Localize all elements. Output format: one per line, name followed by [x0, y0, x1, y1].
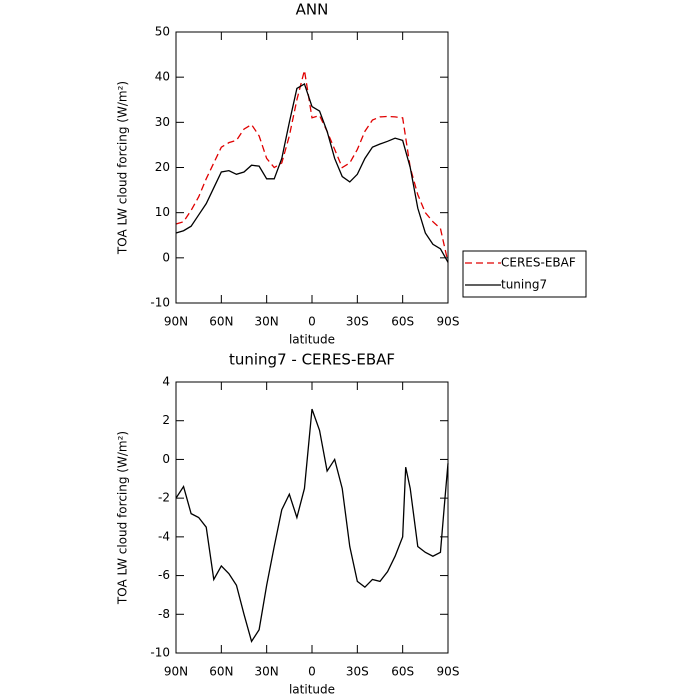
- x-tick-label: 30N: [255, 315, 279, 329]
- y-tick-label: -10: [150, 296, 170, 310]
- x-tick-label: 60N: [209, 665, 233, 679]
- y-tick-label: 4: [162, 375, 170, 389]
- chart-title: ANN: [296, 1, 329, 19]
- y-axis-label: TOA LW cloud forcing (W/m²): [116, 81, 130, 255]
- y-tick-label: 50: [155, 25, 170, 39]
- x-tick-label: 30S: [346, 665, 369, 679]
- y-tick-label: 40: [155, 70, 170, 84]
- y-axis-label: TOA LW cloud forcing (W/m²): [116, 431, 130, 605]
- series-line: [175, 82, 449, 263]
- y-tick-label: 20: [155, 160, 170, 174]
- y-tick-label: -6: [158, 568, 170, 582]
- x-tick-label: 60N: [209, 315, 233, 329]
- y-tick-label: -10: [150, 646, 170, 660]
- plot-frame: [175, 31, 449, 304]
- x-tick-label: 60S: [391, 315, 414, 329]
- series-line: [175, 408, 449, 643]
- x-tick-label: 0: [308, 665, 316, 679]
- x-tick-label: 30N: [255, 665, 279, 679]
- y-tick-label: 2: [162, 413, 170, 427]
- x-tick-label: 60S: [391, 665, 414, 679]
- y-tick-label: -2: [158, 491, 170, 505]
- legend-box: [462, 250, 587, 298]
- series-line: [175, 70, 449, 263]
- x-tick-label: 30S: [346, 315, 369, 329]
- x-tick-label: 0: [308, 315, 316, 329]
- x-tick-label: 90S: [437, 665, 460, 679]
- legend-label: tuning7: [501, 278, 547, 292]
- legend-label: CERES-EBAF: [501, 256, 576, 270]
- x-tick-label: 90S: [437, 315, 460, 329]
- y-tick-label: 10: [155, 205, 170, 219]
- chart-title: tuning7 - CERES-EBAF: [229, 351, 395, 369]
- x-tick-label: 90N: [164, 665, 188, 679]
- plot-frame: [175, 381, 449, 654]
- y-tick-label: 0: [162, 452, 170, 466]
- y-tick-label: -4: [158, 529, 170, 543]
- y-tick-label: 0: [162, 250, 170, 264]
- x-axis-label: latitude: [289, 333, 335, 347]
- y-tick-label: -8: [158, 607, 170, 621]
- x-tick-label: 90N: [164, 315, 188, 329]
- x-axis-label: latitude: [289, 683, 335, 697]
- y-tick-label: 30: [155, 115, 170, 129]
